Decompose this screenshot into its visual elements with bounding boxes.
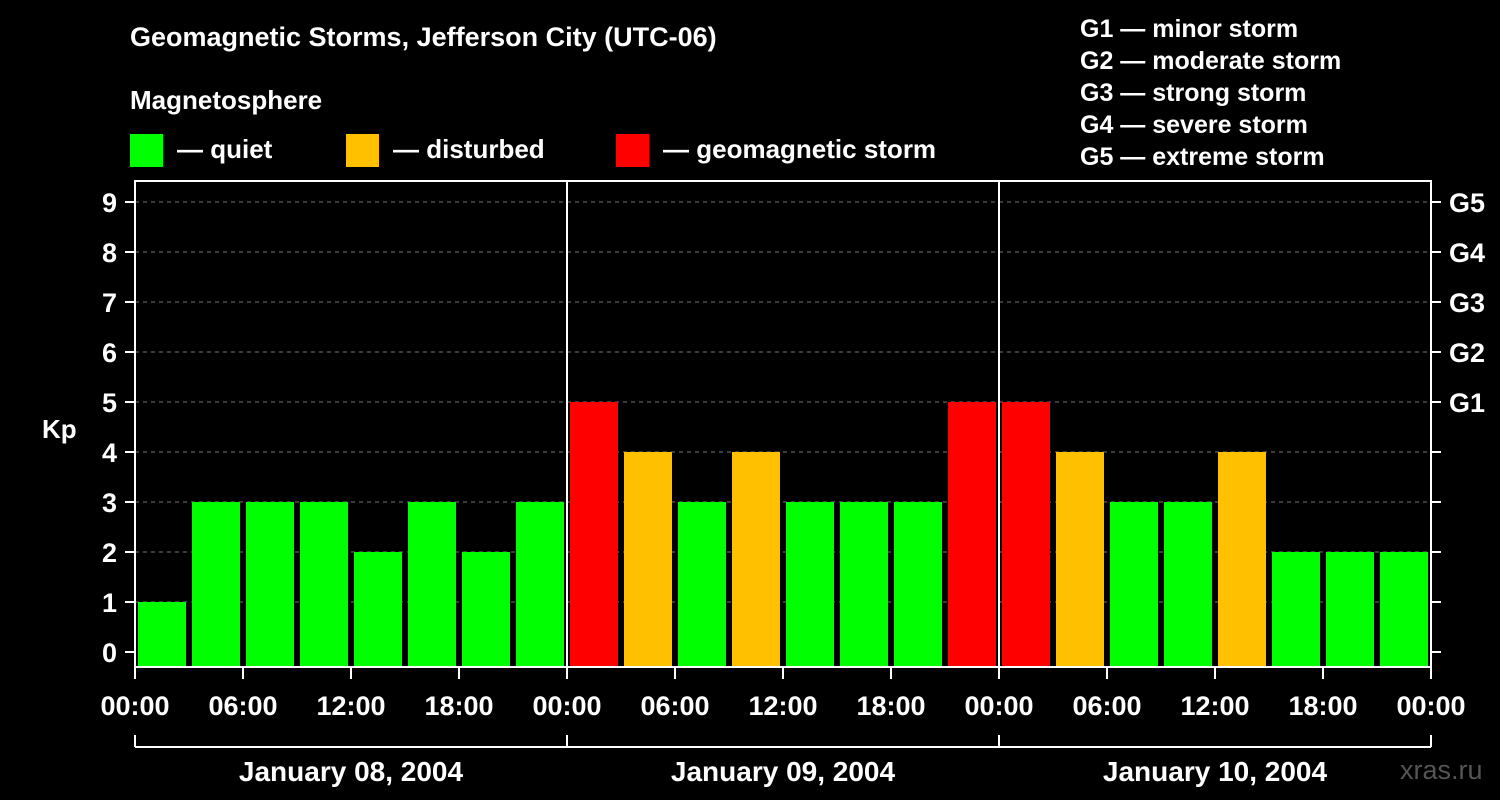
kp-bar (840, 502, 888, 667)
legend-swatch-quiet (130, 134, 163, 167)
g-scale-label: G2 (1449, 338, 1485, 368)
y-tick-label: 6 (102, 338, 117, 368)
storm-scale-g5: G5 — extreme storm (1080, 143, 1325, 171)
storm-scale-g2: G2 — moderate storm (1080, 47, 1342, 75)
kp-bar (732, 452, 780, 667)
grid-layer (135, 201, 1431, 603)
kp-bar (516, 502, 564, 667)
x-tick-label: 00:00 (100, 691, 169, 721)
kp-bar (192, 502, 240, 667)
axes-layer: 0 1 2 3 4 5 6 7 8 9 G1 G2 G3 G4 G5 00:00 06:00 12:00 18:00… (100, 180, 1485, 787)
g-scale-label: G4 (1449, 238, 1485, 268)
x-tick-label: 00:00 (532, 691, 601, 721)
legend-label-disturbed: — disturbed (393, 134, 545, 164)
kp-bar (408, 502, 456, 667)
x-tick-label: 00:00 (964, 691, 1033, 721)
storm-scale-list: G1 — minor storm G2 — moderate storm G3 … (1080, 13, 1341, 173)
x-tick-label: 06:00 (1072, 691, 1141, 721)
kp-bar (624, 452, 672, 667)
y-tick-label: 4 (102, 438, 117, 468)
y-tick-label: 0 (102, 638, 117, 668)
kp-bar (570, 402, 618, 667)
day-label: January 10, 2004 (1103, 756, 1328, 787)
chart-subtitle: Magnetosphere (130, 85, 323, 115)
kp-bar (1110, 502, 1158, 667)
kp-bar (138, 602, 186, 667)
kp-bar (1056, 452, 1104, 667)
y-axis-label: Kp (42, 414, 77, 444)
y-tick-label: 3 (102, 488, 117, 518)
kp-bar (1326, 552, 1374, 667)
g-scale-label: G1 (1449, 388, 1485, 418)
kp-bar (246, 502, 294, 667)
kp-bar (354, 552, 402, 667)
y-tick-label: 1 (102, 588, 117, 618)
x-tick-label: 18:00 (856, 691, 925, 721)
x-tick-label: 06:00 (640, 691, 709, 721)
legend-label-quiet: — quiet (177, 134, 273, 164)
kp-bar (948, 402, 996, 667)
x-tick-label: 12:00 (316, 691, 385, 721)
day-label: January 08, 2004 (239, 756, 464, 787)
kp-bar (1002, 402, 1050, 667)
kp-bar (300, 502, 348, 667)
g-scale-label: G3 (1449, 288, 1485, 318)
y-tick-label: 8 (102, 238, 117, 268)
bars-layer (138, 402, 1428, 667)
y-tick-label: 9 (102, 188, 117, 218)
kp-bar (894, 502, 942, 667)
kp-bar (1380, 552, 1428, 667)
legend-swatch-storm (616, 134, 649, 167)
day-label: January 09, 2004 (671, 756, 896, 787)
legend-swatch-disturbed (346, 134, 379, 167)
x-tick-label: 06:00 (208, 691, 277, 721)
watermark: xras.ru (1400, 755, 1483, 785)
kp-bar (1218, 452, 1266, 667)
chart-title: Geomagnetic Storms, Jefferson City (UTC-… (130, 22, 717, 52)
y-tick-label: 5 (102, 388, 117, 418)
kp-bar (462, 552, 510, 667)
kp-bar (678, 502, 726, 667)
x-tick-label: 12:00 (748, 691, 817, 721)
storm-scale-g1: G1 — minor storm (1080, 15, 1299, 43)
x-tick-label: 00:00 (1396, 691, 1465, 721)
g-scale-label: G5 (1449, 188, 1485, 218)
x-tick-label: 18:00 (424, 691, 493, 721)
storm-scale-g4: G4 — severe storm (1080, 111, 1308, 139)
kp-bar (1272, 552, 1320, 667)
storm-scale-g3: G3 — strong storm (1080, 79, 1307, 107)
x-tick-label: 12:00 (1180, 691, 1249, 721)
y-tick-label: 2 (102, 538, 117, 568)
kp-bar (786, 502, 834, 667)
x-tick-label: 18:00 (1288, 691, 1357, 721)
kp-bar (1164, 502, 1212, 667)
legend-label-storm: — geomagnetic storm (663, 134, 937, 164)
y-tick-label: 7 (102, 288, 117, 318)
